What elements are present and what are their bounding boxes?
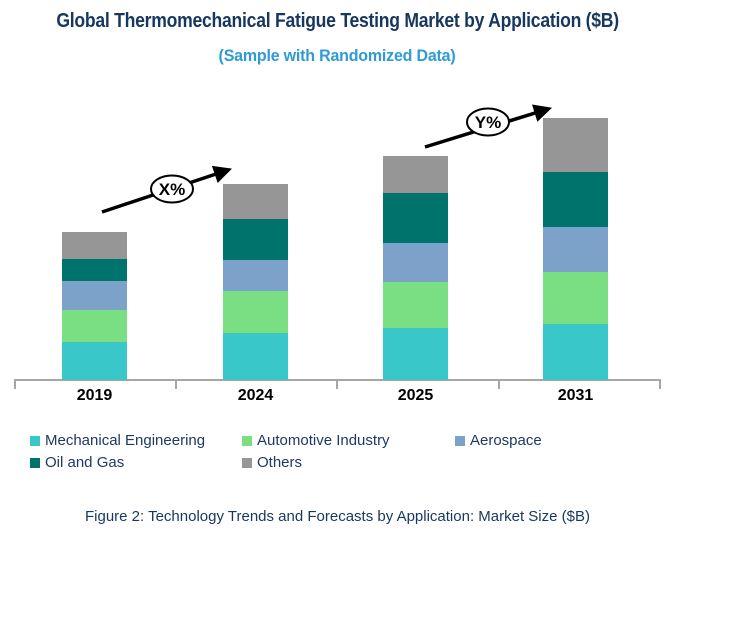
growth-ellipse-y	[466, 107, 510, 137]
page-subtitle: (Sample with Randomized Data)	[0, 46, 675, 66]
x-axis-label-2019: 2019	[76, 387, 113, 404]
growth-annotation-x: X%	[101, 165, 232, 214]
chart-title: Global Thermomechanical Fatigue Testing …	[56, 10, 619, 32]
bar-2019	[62, 232, 127, 380]
chart-subtitle: (Sample with Randomized Data)	[219, 46, 456, 65]
segment-oil-and-gas	[543, 172, 608, 227]
legend-item-others: Others	[242, 454, 455, 471]
growth-label-x: X%	[159, 180, 185, 199]
annotations-overlay: X% Y%	[101, 104, 553, 214]
legend-swatch-automotive-industry	[242, 435, 252, 446]
segment-aerospace	[223, 260, 288, 291]
segment-others	[543, 118, 608, 172]
segment-mechanical-engineering	[223, 333, 288, 380]
segment-others	[383, 156, 448, 193]
growth-annotation-y: Y%	[424, 104, 553, 149]
legend-label: Oil and Gas	[45, 454, 125, 471]
x-axis-tick	[659, 379, 661, 389]
legend-item-oil-and-gas: Oil and Gas	[30, 454, 242, 471]
x-axis-label-2031: 2031	[557, 387, 594, 404]
x-axis-line	[15, 379, 661, 381]
segment-others	[62, 232, 127, 259]
bar-2025	[383, 156, 448, 380]
growth-label-y: Y%	[475, 113, 501, 132]
legend-swatch-mechanical-engineering	[30, 435, 40, 446]
bar-2031	[543, 118, 608, 380]
x-axis-tick	[336, 379, 338, 389]
legend-label: Mechanical Engineering	[45, 432, 206, 449]
segment-aerospace	[543, 227, 608, 272]
segment-mechanical-engineering	[543, 324, 608, 380]
segment-automotive-industry	[383, 282, 448, 328]
legend: Mechanical Engineering Automotive Industr…	[30, 432, 701, 471]
x-axis-tick	[14, 379, 16, 389]
segment-others	[223, 184, 288, 219]
legend-item-mechanical-engineering: Mechanical Engineering	[30, 432, 242, 449]
segment-mechanical-engineering	[62, 342, 127, 380]
legend-swatch-aerospace	[455, 435, 465, 446]
segment-automotive-industry	[62, 310, 127, 342]
segment-oil-and-gas	[383, 193, 448, 243]
segment-oil-and-gas	[223, 219, 288, 260]
segment-aerospace	[383, 243, 448, 282]
chart-area: X% Y% 2019 2024 2025 2031	[0, 95, 741, 415]
x-axis-label-2024: 2024	[237, 387, 274, 404]
x-axis-label-2025: 2025	[397, 387, 434, 404]
x-axis-tick	[175, 379, 177, 389]
growth-ellipse-x	[150, 174, 194, 204]
segment-mechanical-engineering	[383, 328, 448, 380]
segment-aerospace	[62, 281, 127, 310]
x-axis-tick	[498, 379, 500, 389]
segment-automotive-industry	[543, 272, 608, 324]
bar-2024	[223, 184, 288, 380]
legend-label: Automotive Industry	[257, 432, 390, 449]
figure-caption: Figure 2: Technology Trends and Forecast…	[85, 508, 590, 525]
legend-swatch-others	[242, 457, 252, 468]
legend-label: Aerospace	[470, 432, 542, 449]
segment-automotive-industry	[223, 291, 288, 333]
legend-swatch-oil-and-gas	[30, 457, 40, 468]
legend-label: Others	[257, 454, 303, 471]
page-title: Global Thermomechanical Fatigue Testing …	[0, 10, 675, 33]
legend-item-automotive-industry: Automotive Industry	[242, 432, 455, 449]
legend-item-aerospace: Aerospace	[455, 432, 701, 449]
segment-oil-and-gas	[62, 259, 127, 281]
